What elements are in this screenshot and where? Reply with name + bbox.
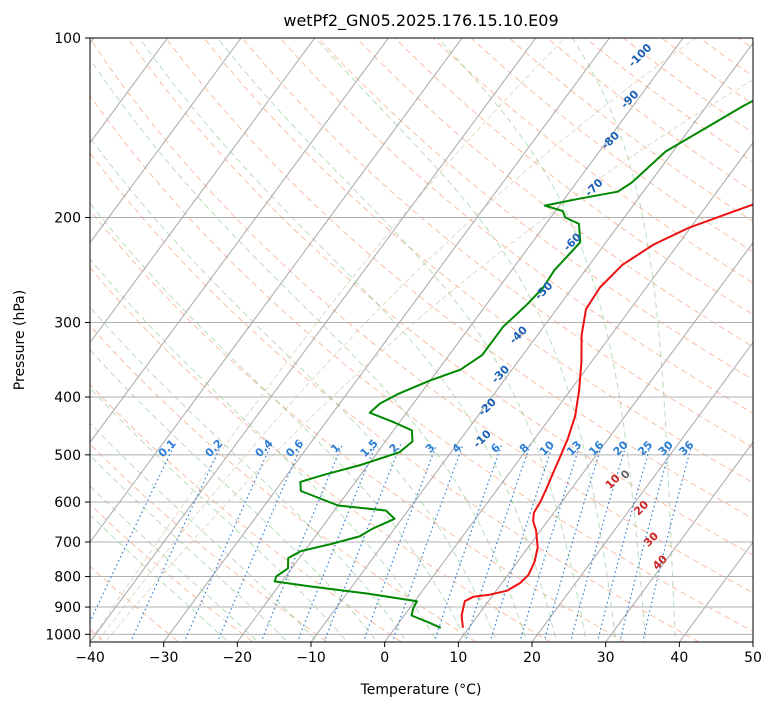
y-axis-ticks: 100 200 300 400 500 600 700 800 900 1000: [45, 31, 90, 643]
moist-adiabat: [437, 38, 647, 642]
dry-adiabat: [90, 152, 700, 642]
y-tick-label: 700: [54, 535, 81, 551]
moist-adiabat: [138, 38, 558, 642]
x-tick-label: 20: [523, 650, 541, 666]
moist-adiabat: [90, 454, 289, 642]
isotherm: [457, 241, 753, 642]
mixing-ratio-line: [90, 444, 176, 624]
mixing-ratio-line: [489, 444, 554, 642]
y-tick-label: 100: [54, 31, 81, 47]
moist-adiabat: [90, 422, 319, 642]
x-tick-label: −10: [296, 650, 326, 666]
moist-adiabat: [90, 258, 438, 642]
profiles: [273, 99, 753, 629]
moist-adiabat: [90, 514, 230, 642]
dewpoint-line: [273, 99, 753, 629]
moist-adiabat: [90, 202, 468, 642]
y-tick-label: 500: [54, 448, 81, 464]
pressure-gridlines: [90, 38, 753, 635]
x-tick-label: −30: [149, 650, 179, 666]
axes-frame: [89, 37, 754, 643]
moist-adiabat: [90, 136, 498, 642]
dry-adiabat: [90, 383, 403, 642]
isotherm: [90, 38, 168, 144]
mixing-ratio-lines: [90, 444, 693, 642]
dry-adiabat: [90, 38, 753, 594]
x-axis-label: Temperature (°C): [360, 682, 482, 698]
moist-adiabat: [315, 38, 617, 642]
isotherm: [90, 38, 463, 544]
mixing-ratio-line: [433, 444, 503, 642]
moist-adiabat: [90, 485, 259, 642]
isotherm: [605, 441, 753, 642]
isotherm: [90, 38, 537, 642]
isotherm: [236, 38, 684, 642]
moist-adiabat: [90, 349, 378, 642]
x-tick-label: 30: [597, 650, 615, 666]
moist-adiabat: [217, 38, 587, 642]
x-tick-label: 50: [744, 650, 762, 666]
isotherm: [90, 38, 316, 344]
mixing-ratio-line: [519, 444, 581, 642]
dry-adiabat: [90, 267, 552, 642]
temperature-line: [460, 203, 753, 628]
isotherm: [531, 341, 753, 642]
tan-reference-curve: [90, 38, 566, 642]
moist-adiabat: [571, 38, 676, 642]
tan-reference-curve: [96, 38, 697, 642]
background-lines: [90, 38, 753, 642]
mixing-ratio-line: [543, 444, 603, 642]
y-tick-label: 900: [54, 600, 81, 616]
y-tick-label: 200: [54, 211, 81, 227]
chart-title: wetPf2_GN05.2025.176.15.10.E09: [283, 11, 558, 31]
x-tick-label: −40: [75, 650, 105, 666]
dry-adiabat: [90, 209, 626, 642]
x-tick-label: 0: [380, 650, 389, 666]
mixing-ratio-line: [296, 444, 377, 642]
mixing-ratio-line: [323, 444, 402, 642]
isotherm: [384, 142, 753, 642]
x-axis-ticks: −40 −30 −20 −10 0 10 20 30 40 50: [75, 642, 762, 666]
x-tick-label: 10: [449, 650, 467, 666]
y-tick-label: 1000: [45, 627, 81, 643]
moist-adiabat: [90, 306, 408, 642]
y-tick-label: 300: [54, 316, 81, 332]
dry-adiabat: [90, 95, 753, 632]
y-axis-label: Pressure (hPa): [12, 290, 28, 390]
y-tick-label: 600: [54, 495, 81, 511]
dry-adiabat: [356, 38, 753, 348]
isotherm: [90, 38, 242, 244]
isotherm: [310, 42, 753, 642]
mixing-ratio-line: [391, 444, 464, 642]
mixing-ratio-line: [129, 444, 223, 642]
y-tick-label: 400: [54, 390, 81, 406]
moist-adiabat: [90, 387, 348, 642]
isotherms: [90, 38, 753, 642]
x-tick-label: −20: [223, 650, 253, 666]
isotherm: [90, 38, 389, 444]
dry-adiabat: [394, 38, 753, 316]
mixing-ratio-line: [464, 444, 531, 642]
y-tick-label: 800: [54, 570, 81, 586]
isotherm: [163, 38, 610, 642]
dry-adiabat: [165, 38, 753, 520]
x-tick-label: 40: [670, 650, 688, 666]
